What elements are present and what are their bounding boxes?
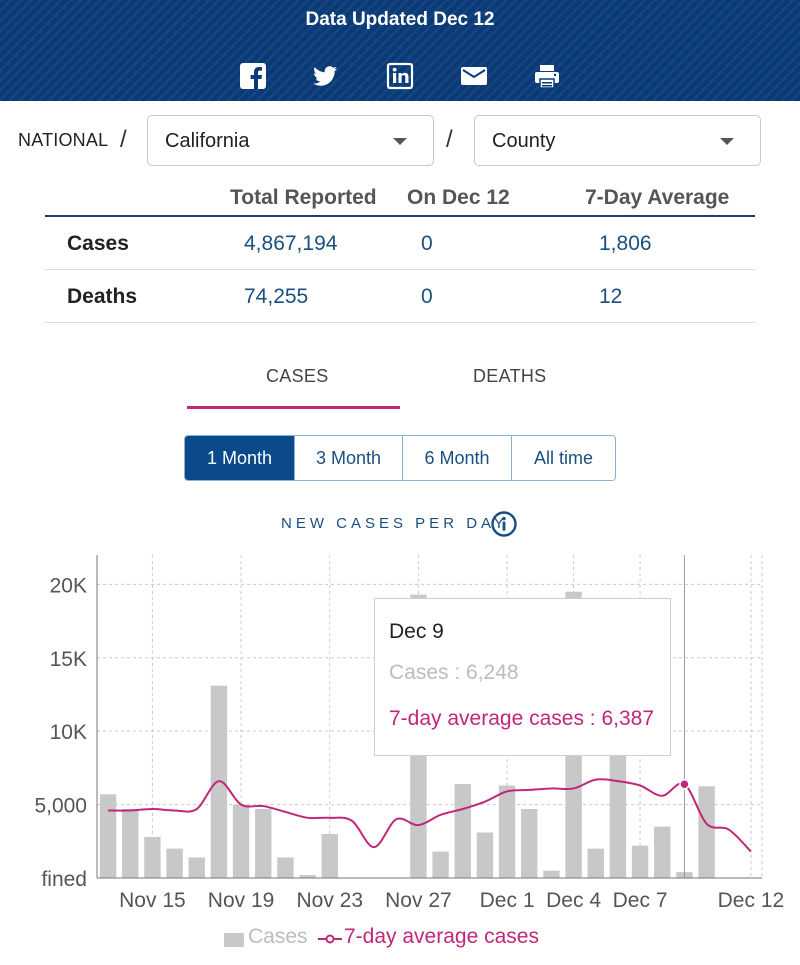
x-tick-label: Nov 23	[296, 889, 363, 912]
data-updated-title: Data Updated Dec 12	[305, 9, 495, 30]
bar	[631, 845, 649, 878]
bar	[654, 826, 671, 878]
bar	[698, 786, 715, 878]
deaths-avg: 12	[599, 285, 623, 308]
x-tick-label: Dec 4	[546, 889, 601, 912]
breadcrumb-separator: /	[120, 126, 127, 153]
bar	[99, 794, 117, 878]
bar	[122, 808, 139, 878]
summary-header-row: Total Reported On Dec 12 7-Day Average	[45, 183, 755, 217]
tooltip-average: 7-day average cases : 6,387	[389, 707, 655, 730]
legend-cases-label[interactable]: Cases	[248, 925, 308, 948]
legend-line-icon	[318, 934, 342, 944]
chart-title: NEW CASES PER DAY	[281, 515, 508, 532]
bar	[299, 875, 316, 878]
summary-row-cases: Cases 4,867,194 0 1,806	[45, 217, 755, 270]
share-icons	[0, 62, 800, 90]
bar	[521, 808, 538, 878]
linkedin-icon[interactable]	[386, 62, 414, 90]
y-tick-label: 10K	[50, 721, 87, 744]
y-tick-label: fined	[41, 868, 87, 891]
chevron-down-icon	[393, 138, 407, 145]
tab-deaths[interactable]: DEATHS	[473, 366, 547, 386]
chevron-down-icon	[720, 138, 734, 145]
cases-today: 0	[421, 232, 433, 255]
x-tick-label: Dec 1	[480, 889, 535, 912]
bar	[476, 832, 494, 878]
state-select-value: California	[165, 130, 250, 152]
tooltip-date: Dec 9	[389, 620, 444, 643]
column-header-avg: 7-Day Average	[585, 186, 730, 209]
average-line	[108, 778, 752, 853]
bar	[587, 848, 604, 878]
y-tick-label: 15K	[50, 648, 87, 671]
bar	[232, 804, 250, 878]
summary-table: Total Reported On Dec 12 7-Day Average C…	[45, 183, 755, 323]
range-3-month-button[interactable]: 3 Month	[295, 436, 403, 480]
facebook-icon[interactable]	[239, 62, 267, 90]
x-tick-label: Nov 27	[385, 889, 452, 912]
bar	[498, 785, 516, 878]
breadcrumb-national[interactable]: NATIONAL	[18, 130, 109, 150]
x-tick-label: Nov 15	[119, 889, 186, 912]
y-tick-label: 20K	[50, 574, 87, 597]
range-all-time-button[interactable]: All time	[512, 436, 615, 480]
twitter-icon[interactable]	[311, 62, 339, 90]
column-header-today: On Dec 12	[407, 186, 510, 209]
header-banner: Data Updated Dec 12	[0, 0, 800, 101]
chart-tooltip: Dec 9 Cases : 6,248 7-day average cases …	[374, 598, 671, 756]
bar	[432, 851, 449, 878]
info-icon[interactable]	[490, 510, 518, 538]
county-select-value: County	[492, 130, 556, 152]
cases-total: 4,867,194	[244, 232, 338, 255]
email-icon[interactable]	[460, 62, 488, 90]
time-range-group: 1 Month 3 Month 6 Month All time	[184, 435, 616, 481]
row-label: Cases	[67, 232, 129, 255]
tooltip-cases: Cases : 6,248	[389, 661, 519, 684]
bar	[277, 857, 294, 878]
summary-row-deaths: Deaths 74,255 0 12	[45, 270, 755, 323]
bar	[255, 808, 272, 878]
state-select[interactable]: California	[147, 115, 434, 166]
active-tab-indicator	[187, 406, 400, 409]
bar	[454, 784, 471, 878]
x-tick-label: Nov 19	[208, 889, 275, 912]
breadcrumb-separator: /	[446, 126, 453, 153]
deaths-today: 0	[421, 285, 433, 308]
deaths-total: 74,255	[244, 285, 309, 308]
bar	[144, 836, 161, 878]
bar	[188, 857, 205, 878]
x-tick-label: Dec 7	[613, 889, 668, 912]
hover-point	[679, 778, 690, 790]
y-tick-label: 5,000	[34, 795, 87, 818]
bar	[543, 870, 560, 878]
legend-cases-swatch[interactable]	[224, 933, 244, 947]
tab-cases[interactable]: CASES	[266, 366, 329, 386]
print-icon[interactable]	[533, 62, 561, 90]
range-6-month-button[interactable]: 6 Month	[403, 436, 512, 480]
legend-average-label[interactable]: 7-day average cases	[344, 925, 539, 948]
x-tick-label: Dec 12	[718, 889, 785, 912]
range-1-month-button[interactable]: 1 Month	[185, 436, 295, 480]
column-header-total: Total Reported	[230, 186, 377, 209]
cases-avg: 1,806	[599, 232, 652, 255]
county-select[interactable]: County	[474, 115, 761, 166]
row-label: Deaths	[67, 285, 138, 308]
bar	[166, 848, 183, 878]
bar	[321, 833, 338, 878]
